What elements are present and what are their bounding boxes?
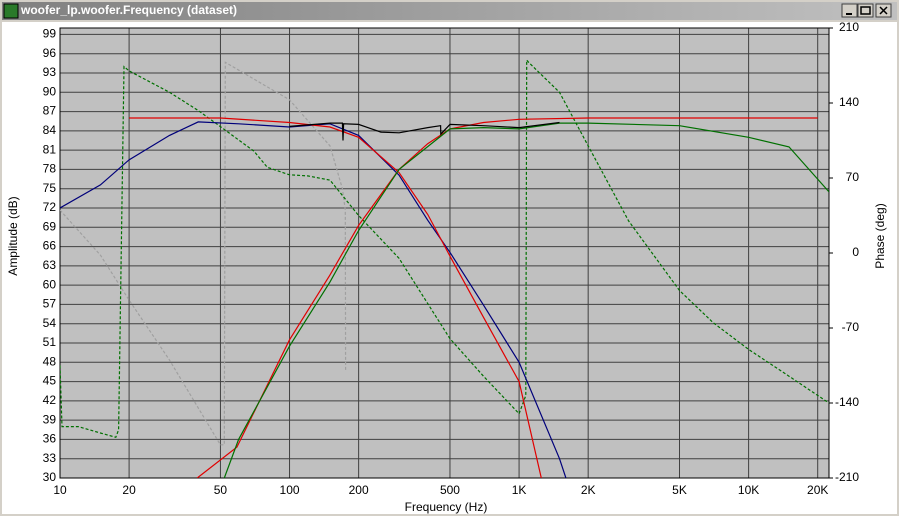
x-tick-label: 20 [122,483,136,497]
plot-border [59,27,830,479]
y2-tick-label: 210 [839,20,859,34]
x-tick-label: 5K [672,483,687,497]
y-tick-label: 66 [43,239,57,253]
y-tick-label: 39 [43,412,57,426]
x-tick-label: 50 [214,483,228,497]
y2-tick-label: -70 [842,320,860,334]
y-tick-label: 81 [43,142,57,156]
x-tick-label: 500 [440,483,460,497]
y2-tick-label: 70 [846,170,860,184]
minimize-button[interactable] [841,3,858,18]
y2-tick-label: -140 [835,395,859,409]
maximize-glyph [860,6,871,15]
series-group [60,58,829,478]
y-tick-label: 51 [43,335,57,349]
y-tick-label: 96 [43,46,57,60]
y-tick-label: 93 [43,65,57,79]
y-tick-label: 69 [43,219,57,233]
title-bar [2,2,897,20]
y2-axis-label: Phase (deg) [873,203,887,268]
y-axis-label: Amplitude (dB) [6,196,20,275]
y-tick-label: 30 [43,470,57,484]
y-tick-label: 36 [43,432,57,446]
phase-line [60,58,829,439]
x-tick-label: 200 [349,483,369,497]
y2-tick-label: 0 [852,245,859,259]
y-tick-label: 99 [43,27,57,41]
amplitude-line [60,121,567,478]
window-title: woofer_lp.woofer.Frequency (dataset) [20,3,237,17]
x-tick-label: 20K [807,483,828,497]
x-tick-label: 10 [53,483,67,497]
y-tick-label: 42 [43,393,57,407]
phase-line [60,61,347,446]
y2-tick-label: 140 [839,95,859,109]
y-tick-label: 33 [43,451,57,465]
y-tick-label: 57 [43,297,57,311]
y-tick-label: 78 [43,162,57,176]
window-icon [3,3,19,19]
y-tick-label: 84 [43,123,57,137]
y-tick-label: 48 [43,354,57,368]
amplitude-line [196,117,818,478]
amplitude-line [223,122,829,478]
y-tick-label: 72 [43,200,57,214]
y-tick-label: 63 [43,258,57,272]
plot-area [60,28,829,478]
y2-tick-label: -210 [835,470,859,484]
amplitude-line [129,117,542,478]
y-tick-label: 45 [43,374,57,388]
y-tick-label: 90 [43,84,57,98]
y-tick-label: 75 [43,181,57,195]
x-tick-label: 1K [512,483,527,497]
y-tick-label: 54 [43,316,57,330]
x-axis-label: Frequency (Hz) [405,500,488,514]
x-tick-label: 10K [738,483,759,497]
y-tick-label: 60 [43,277,57,291]
y-tick-label: 87 [43,104,57,118]
amplitude-line [289,121,560,141]
close-glyph [879,6,888,15]
x-tick-label: 100 [280,483,300,497]
x-tick-label: 2K [581,483,596,497]
